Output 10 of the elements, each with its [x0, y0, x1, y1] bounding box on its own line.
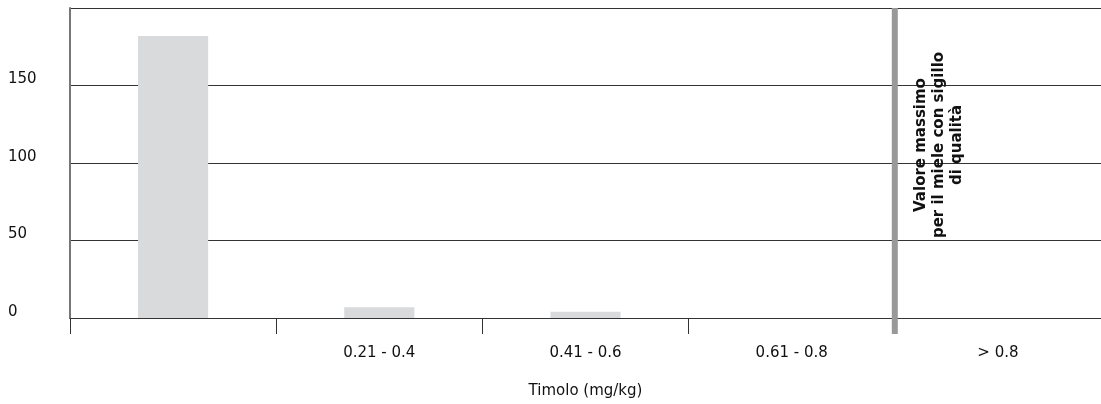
y-tick-label: 150: [8, 69, 37, 87]
x-tick-label: 0.21 - 0.4: [343, 342, 416, 361]
y-tick-label: 0: [8, 301, 18, 320]
x-axis-title: Timolo (mg/kg): [527, 380, 643, 399]
x-tick-label: > 0.8: [977, 342, 1019, 361]
y-tick-label: 50: [8, 224, 28, 242]
x-tick-label: 0.61 - 0.8: [755, 342, 828, 361]
ref-line-label: Valore massimo per il miele con sigillo di qualità: [911, 51, 966, 239]
y-tick-label: 100: [8, 146, 37, 165]
x-tick-label: 0.41 - 0.6: [549, 342, 622, 361]
